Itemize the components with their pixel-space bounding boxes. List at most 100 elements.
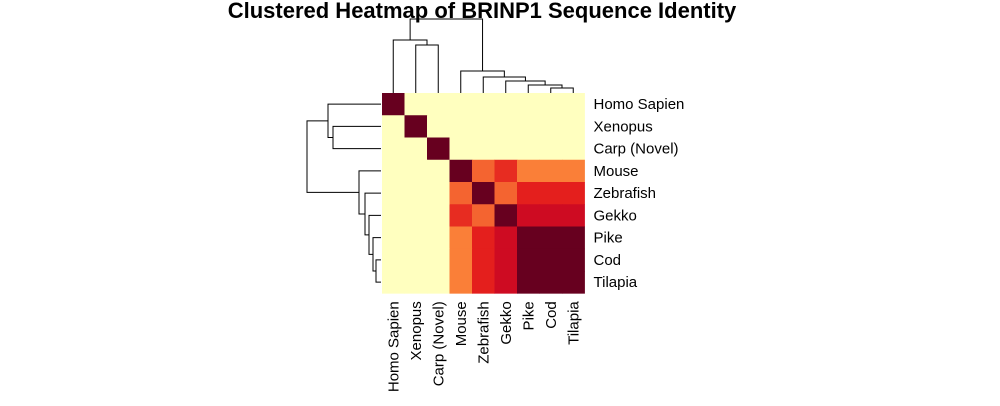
- heatmap-cell-zebrafish-xenopus: [404, 182, 428, 205]
- heatmap-cell-carp-novel-tilapia: [562, 137, 585, 161]
- heatmap-cell-mouse-pike: [517, 159, 540, 183]
- heatmap-cell-xenopus-xenopus: [404, 115, 428, 138]
- row-label-homo-sapien: Homo Sapien: [594, 96, 685, 113]
- heatmap-cell-pike-zebrafish: [472, 226, 495, 250]
- heatmap-cell-carp-novel-zebrafish: [472, 137, 495, 161]
- row-label-mouse: Mouse: [594, 163, 639, 180]
- heatmap-cell-homo-sapien-gekko: [494, 93, 518, 116]
- heatmap-cell-gekko-pike: [517, 204, 540, 227]
- heatmap-cell-carp-novel-mouse: [449, 137, 473, 161]
- column-dendrogram-link: [392, 39, 428, 93]
- row-dendrogram-link: [375, 259, 381, 283]
- row-dendrogram-link: [372, 237, 381, 272]
- column-label-tilapia: Tilapia: [565, 301, 582, 345]
- heatmap-cell-xenopus-mouse: [449, 115, 473, 138]
- heatmap-cell-cod-carp-novel: [427, 248, 450, 272]
- heatmap-cell-pike-carp-novel: [427, 226, 450, 250]
- heatmap-cell-zebrafish-tilapia: [562, 182, 585, 205]
- heatmap-cell-tilapia-homo-sapien: [382, 271, 405, 294]
- heatmap-cell-cod-zebrafish: [472, 248, 495, 272]
- heatmap-cell-xenopus-gekko: [494, 115, 518, 138]
- heatmap-cell-carp-novel-homo-sapien: [382, 137, 405, 161]
- heatmap-cell-mouse-zebrafish: [472, 159, 495, 183]
- heatmap-cell-homo-sapien-cod: [539, 93, 563, 116]
- heatmap-cell-mouse-homo-sapien: [382, 159, 405, 183]
- row-label-tilapia: Tilapia: [594, 274, 638, 291]
- heatmap-cell-tilapia-xenopus: [404, 271, 428, 294]
- heatmap-cell-homo-sapien-tilapia: [562, 93, 585, 116]
- row-dendrogram-link: [368, 214, 381, 255]
- heatmap-cell-mouse-tilapia: [562, 159, 585, 183]
- column-label-pike: Pike: [520, 301, 537, 330]
- heatmap-cell-xenopus-homo-sapien: [382, 115, 405, 138]
- heatmap-cell-cod-tilapia: [562, 248, 585, 272]
- heatmap-cell-carp-novel-pike: [517, 137, 540, 161]
- column-dendrogram-link: [482, 76, 526, 93]
- row-dendrogram-link: [306, 120, 359, 193]
- heatmap-cell-carp-novel-carp-novel: [427, 137, 450, 161]
- heatmap-cell-zebrafish-pike: [517, 182, 540, 205]
- heatmap-cell-cod-gekko: [494, 248, 518, 272]
- column-label-gekko: Gekko: [498, 301, 515, 344]
- heatmap-cell-homo-sapien-pike: [517, 93, 540, 116]
- column-label-carp-novel: Carp (Novel): [430, 301, 447, 386]
- heatmap-cell-gekko-homo-sapien: [382, 204, 405, 227]
- column-label-zebrafish: Zebrafish: [475, 301, 492, 364]
- heatmap-cell-gekko-zebrafish: [472, 204, 495, 227]
- heatmap-cell-homo-sapien-carp-novel: [427, 93, 450, 116]
- heatmap-cell-gekko-cod: [539, 204, 563, 227]
- heatmap-cell-homo-sapien-homo-sapien: [382, 93, 405, 116]
- row-label-gekko: Gekko: [594, 207, 637, 224]
- heatmap-cell-carp-novel-cod: [539, 137, 563, 161]
- column-dendrogram-link: [505, 80, 546, 93]
- column-labels: Homo Sapien Xenopus Carp (Novel) Mouse Zebra…: [385, 301, 582, 393]
- row-label-carp-novel: Carp (Novel): [594, 141, 679, 158]
- column-dendrogram-link: [409, 18, 484, 71]
- column-label-cod: Cod: [543, 301, 560, 329]
- column-label-xenopus: Xenopus: [408, 301, 425, 360]
- heatmap-cell-tilapia-pike: [517, 271, 540, 294]
- row-label-zebrafish: Zebrafish: [594, 185, 657, 202]
- heatmap-cell-pike-cod: [539, 226, 563, 250]
- row-label-cod: Cod: [594, 252, 622, 269]
- heatmap-cell-zebrafish-mouse: [449, 182, 473, 205]
- heatmap-cell-zebrafish-zebrafish: [472, 182, 495, 205]
- heatmap-cell-homo-sapien-zebrafish: [472, 93, 495, 116]
- heatmap-cell-carp-novel-xenopus: [404, 137, 428, 161]
- heatmap-cell-mouse-gekko: [494, 159, 518, 183]
- heatmap-cell-gekko-tilapia: [562, 204, 585, 227]
- heatmap-cell-zebrafish-homo-sapien: [382, 182, 405, 205]
- row-dendrogram-link: [364, 192, 381, 236]
- heatmap-cell-cod-pike: [517, 248, 540, 272]
- chart-title: Clustered Heatmap of BRINP1 Sequence Ide…: [228, 0, 737, 23]
- row-label-pike: Pike: [594, 230, 623, 247]
- heatmap-cell-homo-sapien-xenopus: [404, 93, 428, 116]
- heatmap-cell-carp-novel-gekko: [494, 137, 518, 161]
- heatmap-cell-mouse-xenopus: [404, 159, 428, 183]
- heatmap-cell-tilapia-cod: [539, 271, 563, 294]
- heatmap-cell-mouse-mouse: [449, 159, 473, 183]
- heatmap-cell-mouse-carp-novel: [427, 159, 450, 183]
- heatmap-cell-pike-gekko: [494, 226, 518, 250]
- heatmap-cell-zebrafish-carp-novel: [427, 182, 450, 205]
- row-dendrogram-link: [332, 125, 381, 150]
- row-dendrogram-link: [358, 170, 381, 215]
- row-label-xenopus: Xenopus: [594, 118, 653, 135]
- heatmap-cell-cod-xenopus: [404, 248, 428, 272]
- heatmap-cell-gekko-gekko: [494, 204, 518, 227]
- column-label-homo-sapien: Homo Sapien: [385, 301, 402, 392]
- heatmap-cell-gekko-carp-novel: [427, 204, 450, 227]
- column-dendrogram: [392, 18, 574, 93]
- heatmap-cell-tilapia-mouse: [449, 271, 473, 294]
- heatmap-cell-xenopus-carp-novel: [427, 115, 450, 138]
- heatmap-cell-xenopus-cod: [539, 115, 563, 138]
- row-dendrogram: [306, 103, 381, 283]
- heatmap-cell-xenopus-zebrafish: [472, 115, 495, 138]
- heatmap-cell-pike-mouse: [449, 226, 473, 250]
- heatmap-cell-tilapia-zebrafish: [472, 271, 495, 294]
- heatmap-cell-mouse-cod: [539, 159, 563, 183]
- heatmap-cell-pike-tilapia: [562, 226, 585, 250]
- heatmap-cell-tilapia-tilapia: [562, 271, 585, 294]
- heatmap-cell-zebrafish-cod: [539, 182, 563, 205]
